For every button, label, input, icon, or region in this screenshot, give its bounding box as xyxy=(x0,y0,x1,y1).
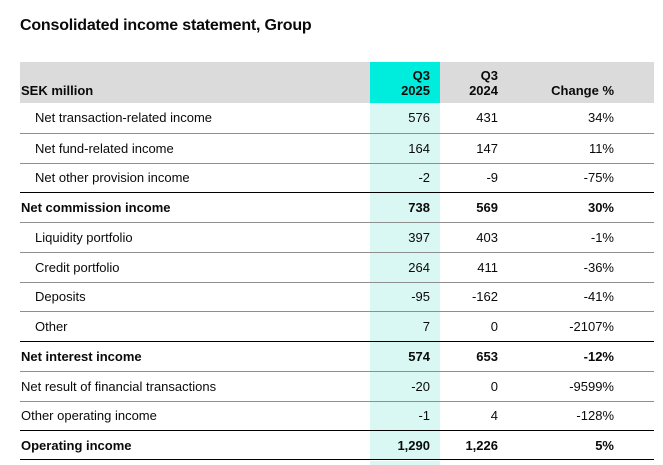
table-row: Net transaction-related income 576 431 34% xyxy=(20,103,654,133)
row-label: Net fund-related income xyxy=(35,140,174,156)
table-row: Net commission income 738 569 30% xyxy=(20,192,654,222)
value-q3-2025: 1,290 xyxy=(370,431,440,459)
value-q3-2025: 397 xyxy=(370,223,440,252)
value-q3-2025: -1 xyxy=(370,401,440,431)
row-label: Net commission income xyxy=(21,200,171,216)
value-q3-2024: 431 xyxy=(476,110,498,126)
table-body: Net transaction-related income 576 431 34% N… xyxy=(20,103,654,460)
header-sek-million: SEK million xyxy=(20,62,370,103)
table-row: Net other provision income -2 -9 -75% xyxy=(20,162,654,193)
value-change-percent: 30% xyxy=(587,200,614,216)
row-label: Operating income xyxy=(21,437,132,453)
value-change-percent: -2107% xyxy=(569,319,614,335)
table-row: Net result of financial transactions -20 0… xyxy=(20,370,654,401)
value-q3-2025: 738 xyxy=(370,193,440,222)
value-q3-2024: 411 xyxy=(477,259,498,275)
header-q3-2025-line1: Q3 xyxy=(412,68,430,83)
value-change-percent: -12% xyxy=(583,348,614,364)
table-row: Deposits -95 -162 -41% xyxy=(20,281,654,312)
page-title: Consolidated income statement, Group xyxy=(20,17,312,34)
value-q3-2025: 574 xyxy=(370,342,440,371)
table-row: Operating income 1,290 1,226 5% xyxy=(20,430,654,460)
row-label: Other operating income xyxy=(21,408,157,424)
row-label: Net result of financial transactions xyxy=(21,378,217,394)
row-label: Liquidity portfolio xyxy=(35,229,133,245)
value-q3-2025: 264 xyxy=(370,252,440,282)
table-row: Credit portfolio 264 411 -36% xyxy=(20,251,654,282)
row-label: Deposits xyxy=(35,289,86,305)
table-header: SEK million Q3 2025 Q3 2024 Change % xyxy=(20,62,654,103)
row-label: Net transaction-related income xyxy=(35,110,213,126)
value-change-percent: -36% xyxy=(583,259,614,275)
header-q3-2025-line2: 2025 xyxy=(401,83,430,98)
value-q3-2024: 0 xyxy=(490,378,498,394)
table-row: Other 7 0 -2107% xyxy=(20,311,654,341)
header-sek-million-label: SEK million xyxy=(21,83,94,98)
value-q3-2024: 403 xyxy=(476,229,498,245)
value-q3-2024: 0 xyxy=(490,319,498,335)
row-label: Net interest income xyxy=(21,348,142,364)
header-q3-2025: Q3 2025 xyxy=(370,62,440,103)
value-change-percent: -41% xyxy=(583,289,614,305)
value-change-percent: -9599% xyxy=(569,378,614,394)
value-change-percent: -1% xyxy=(590,229,614,245)
header-change-percent-label: Change % xyxy=(551,83,614,98)
value-change-percent: -75% xyxy=(583,170,614,186)
value-q3-2024: 1,226 xyxy=(465,437,498,453)
value-q3-2024: 569 xyxy=(476,200,498,216)
value-change-percent: 34% xyxy=(587,110,614,126)
value-q3-2024: 4 xyxy=(490,408,498,424)
table-row: Other operating income -1 4 -128% xyxy=(20,400,654,431)
value-q3-2025: -95 xyxy=(370,282,440,312)
value-q3-2024: 653 xyxy=(476,348,498,364)
row-label: Other xyxy=(35,319,68,335)
table-row: Net fund-related income 164 147 11% xyxy=(20,132,654,163)
header-q3-2024-line1: Q3 xyxy=(480,68,498,83)
table-row: Net interest income 574 653 -12% xyxy=(20,341,654,371)
row-label: Net other provision income xyxy=(35,170,190,186)
value-change-percent: 11% xyxy=(588,140,614,156)
income-statement-table: SEK million Q3 2025 Q3 2024 Change % Net… xyxy=(20,62,654,460)
header-change-percent: Change % xyxy=(510,62,654,103)
value-change-percent: -128% xyxy=(576,408,614,424)
value-q3-2024: -9 xyxy=(486,170,498,186)
value-q3-2024: 147 xyxy=(476,140,498,156)
highlight-column-stub xyxy=(370,460,440,465)
value-q3-2025: -20 xyxy=(370,371,440,401)
value-q3-2025: 7 xyxy=(370,312,440,341)
value-q3-2025: 164 xyxy=(370,133,440,163)
row-label: Credit portfolio xyxy=(35,259,120,275)
header-q3-2024: Q3 2024 xyxy=(440,62,510,103)
table-row: Liquidity portfolio 397 403 -1% xyxy=(20,222,654,252)
value-q3-2025: 576 xyxy=(370,103,440,133)
header-q3-2024-line2: 2024 xyxy=(469,83,498,98)
value-change-percent: 5% xyxy=(595,437,614,453)
value-q3-2025: -2 xyxy=(370,163,440,193)
value-q3-2024: -162 xyxy=(471,289,498,305)
